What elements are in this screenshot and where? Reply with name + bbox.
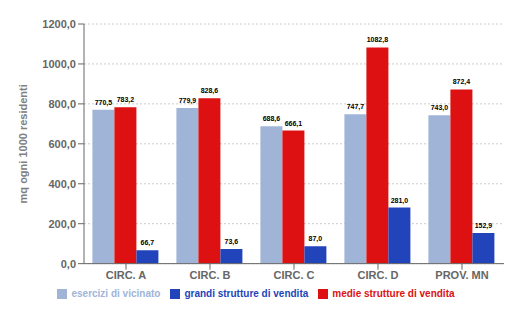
svg-text:mq ogni 1000 residenti: mq ogni 1000 residenti: [17, 84, 29, 203]
svg-text:CIRC. B: CIRC. B: [190, 269, 231, 281]
svg-text:73,6: 73,6: [225, 238, 239, 246]
svg-text:828,6: 828,6: [201, 87, 219, 95]
svg-text:872,4: 872,4: [453, 78, 471, 86]
svg-text:0,0: 0,0: [61, 258, 76, 270]
svg-text:666,1: 666,1: [285, 120, 303, 128]
svg-text:PROV. MN: PROV. MN: [435, 269, 488, 281]
html-text:esercizi di vicinato: esercizi di vicinato: [71, 287, 161, 299]
svg-text:200,0: 200,0: [48, 218, 76, 230]
svg-text:CIRC. C: CIRC. C: [274, 269, 315, 281]
svg-text:87,0: 87,0: [309, 235, 323, 243]
svg-text:743,0: 743,0: [431, 104, 449, 112]
svg-text:281,0: 281,0: [391, 197, 409, 205]
svg-text:CIRC. A: CIRC. A: [106, 269, 147, 281]
svg-text:1000,0: 1000,0: [42, 58, 76, 70]
svg-text:1200,0: 1200,0: [42, 18, 76, 30]
svg-text:770,5: 770,5: [95, 99, 113, 107]
svg-text:152,9: 152,9: [475, 222, 493, 230]
svg-text:688,6: 688,6: [263, 115, 281, 123]
svg-text:747,7: 747,7: [347, 103, 365, 111]
html-text:grandi strutture di vendita: grandi strutture di vendita: [184, 287, 309, 299]
svg-text:800,0: 800,0: [48, 98, 76, 110]
html-text:medie strutture di vendita: medie strutture di vendita: [332, 287, 455, 299]
svg-text:600,0: 600,0: [48, 138, 76, 150]
svg-text:783,2: 783,2: [117, 96, 135, 104]
svg-text:CIRC. D: CIRC. D: [358, 269, 399, 281]
svg-text:400,0: 400,0: [48, 178, 76, 190]
svg-text:779,9: 779,9: [179, 97, 197, 105]
svg-text:66,7: 66,7: [141, 239, 155, 247]
svg-text:1082,8: 1082,8: [367, 36, 389, 44]
